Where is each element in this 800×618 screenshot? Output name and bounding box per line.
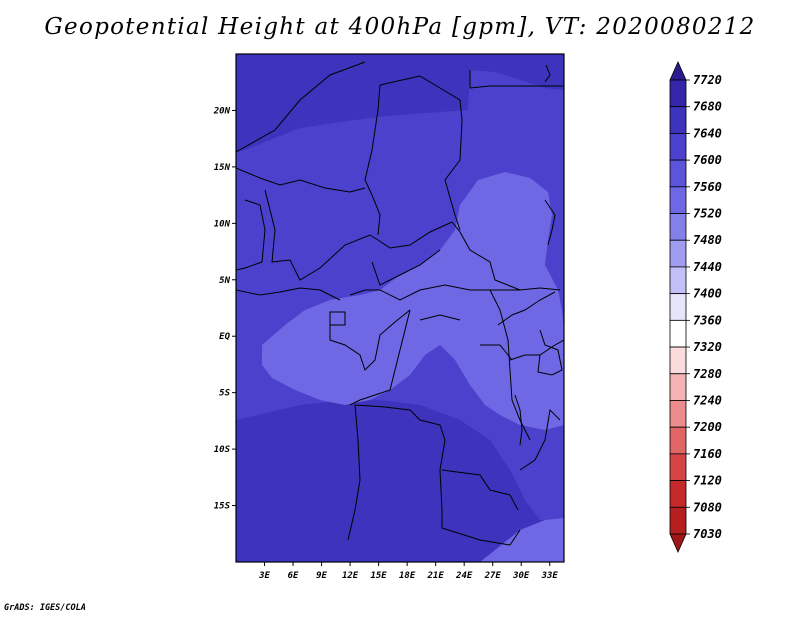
colorbar-label: 7320 <box>693 340 722 354</box>
colorbar-min-arrow <box>669 533 687 553</box>
colorbar-swatch <box>669 400 687 428</box>
map-title: Geopotential Height at 400hPa [gpm], VT:… <box>44 14 756 40</box>
colorbar-label: 7030 <box>693 527 722 541</box>
lat-tick-label: 15N <box>214 163 231 173</box>
colorbar-label: 7280 <box>693 367 722 381</box>
colorbar-swatch <box>669 293 687 321</box>
lat-tick-label: EQ <box>219 332 230 342</box>
lon-tick-label: 21E <box>427 571 445 581</box>
colorbar-swatch <box>669 79 687 108</box>
grads-credit: GrADS: IGES/COLA <box>4 603 86 613</box>
colorbar-label: 7680 <box>693 100 722 114</box>
field-high-north <box>236 54 564 152</box>
lon-tick-label: 15E <box>370 571 387 581</box>
map-panel: 3E 6E 9E 12E 15E 18E 21E 24E 27E 30E 33E 20N 15N 10N… <box>213 53 565 581</box>
colorbar-label: 7200 <box>693 420 722 434</box>
longitude-axis: 3E 6E 9E 12E 15E 18E 21E 24E 27E 30E 33E <box>258 562 558 581</box>
field-low-central <box>262 172 564 430</box>
colorbar-swatch <box>669 159 687 188</box>
latitude-axis: 20N 15N 10N 5N EQ 5S 10S 15S <box>213 106 236 512</box>
colorbar-swatch <box>669 266 687 295</box>
lat-tick-label: 10N <box>214 219 231 229</box>
lat-tick-label: 5S <box>219 389 230 399</box>
colorbar-label: 7160 <box>693 447 722 461</box>
colorbar-label: 7480 <box>693 233 722 247</box>
lon-tick-label: 33E <box>541 571 559 581</box>
colorbar-label: 7720 <box>693 73 722 87</box>
colorbar-label: 7360 <box>693 313 722 327</box>
lat-tick-label: 10S <box>214 445 231 455</box>
lon-tick-label: 24E <box>455 571 473 581</box>
field-low-southeast <box>480 518 564 562</box>
country-borders <box>236 61 564 546</box>
colorbar-label: 7080 <box>693 500 722 514</box>
lon-tick-label: 30E <box>512 571 530 581</box>
colorbar-swatch <box>669 506 687 535</box>
lat-tick-label: 15S <box>214 502 231 512</box>
colorbar-swatch <box>669 373 687 401</box>
colorbar: 7720 7680 7640 7600 7560 7520 7480 7440 7400 7360… <box>669 61 722 553</box>
colorbar-swatch <box>669 106 687 134</box>
colorbar-label: 7440 <box>693 260 722 274</box>
colorbar-label: 7640 <box>693 126 722 140</box>
lat-tick-label: 20N <box>213 106 231 116</box>
colorbar-label: 7120 <box>693 474 722 488</box>
colorbar-swatch <box>669 239 687 268</box>
colorbar-swatch <box>669 186 687 214</box>
map-frame <box>235 53 565 563</box>
colorbar-swatch <box>669 453 687 481</box>
colorbar-swatch <box>669 480 687 508</box>
lon-tick-label: 12E <box>342 571 359 581</box>
colorbar-swatch <box>669 213 687 241</box>
lon-tick-label: 27E <box>484 571 502 581</box>
lon-tick-label: 6E <box>288 571 299 581</box>
lon-tick-label: 9E <box>316 571 327 581</box>
colorbar-swatch <box>669 133 687 161</box>
lon-tick-label: 3E <box>258 571 270 581</box>
colorbar-label: 7560 <box>693 180 722 194</box>
colorbar-max-arrow <box>669 61 687 81</box>
colorbar-swatch <box>669 346 687 375</box>
lon-tick-label: 18E <box>399 571 416 581</box>
colorbar-label: 7400 <box>693 287 722 301</box>
field-high-south <box>236 400 564 562</box>
colorbar-label: 7240 <box>693 393 722 407</box>
colorbar-label: 7600 <box>693 153 722 167</box>
colorbar-label: 7520 <box>693 207 722 221</box>
lat-tick-label: 5N <box>219 276 230 286</box>
colorbar-swatch <box>669 426 687 455</box>
colorbar-swatch <box>669 319 687 348</box>
